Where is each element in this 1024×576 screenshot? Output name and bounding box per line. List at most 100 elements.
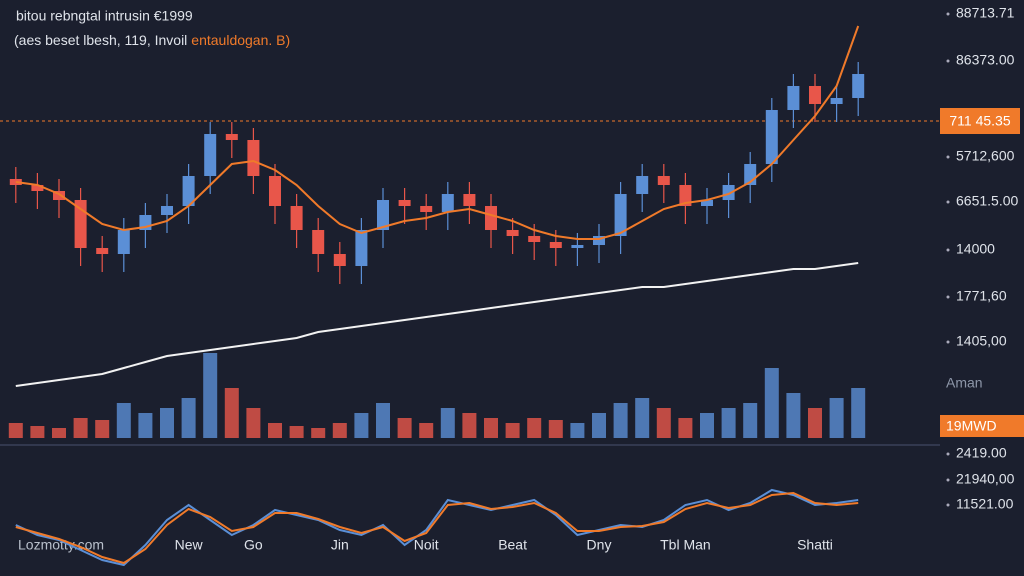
candle-body — [571, 245, 584, 248]
candle-body — [809, 86, 821, 104]
candle-body — [269, 176, 281, 206]
price-dot — [946, 295, 950, 299]
price-dot — [946, 12, 950, 16]
x-tick-label: Jin — [331, 537, 349, 553]
candle-body — [333, 254, 346, 266]
price-label: 86373.00 — [956, 52, 1015, 68]
candle-body — [485, 206, 497, 230]
chart-subtitle: (aes beset lbesh, 119, Invoil entauldogan… — [14, 32, 290, 48]
oscillator-line — [15, 491, 859, 565]
price-label: 88713.71 — [956, 5, 1015, 21]
candle-body — [614, 194, 627, 236]
candle-body — [312, 230, 325, 254]
candle-body — [701, 200, 713, 206]
volume-bar — [764, 368, 779, 438]
volume-bar — [138, 413, 153, 438]
candle-body — [852, 74, 865, 98]
price-label: 2419.00 — [956, 445, 1007, 461]
price-label: 6651.5.00 — [956, 193, 1018, 209]
price-tag: 711 45.35 — [949, 113, 1010, 129]
candle-body — [398, 200, 411, 206]
candle-body — [506, 230, 519, 236]
volume-bar — [397, 418, 412, 438]
volume-bar — [656, 408, 671, 438]
x-tick-label: New — [175, 537, 204, 553]
price-tag-box — [940, 108, 1020, 134]
price-dot — [946, 452, 950, 456]
candle-body — [722, 185, 735, 200]
x-tick-label: Noit — [414, 537, 439, 553]
volume-bar — [160, 408, 174, 438]
volume-bar — [52, 428, 66, 438]
volume-bar — [613, 403, 628, 438]
volume-bar — [592, 413, 606, 438]
volume-tag-box — [940, 415, 1024, 437]
price-dot — [946, 478, 950, 482]
price-label: 14000 — [956, 241, 995, 257]
volume-bar — [8, 423, 23, 438]
volume-bar — [548, 420, 563, 438]
volume-bar — [678, 418, 693, 438]
candle-body — [290, 206, 303, 230]
volume-bar — [376, 403, 390, 438]
panel-label: Aman — [946, 375, 983, 391]
candle-body — [53, 191, 65, 200]
candle-body — [117, 230, 130, 254]
volume-bar — [851, 388, 866, 438]
price-dot — [946, 248, 950, 252]
volume-bar — [635, 398, 650, 438]
candle-body — [31, 185, 44, 191]
candle-body — [593, 236, 605, 245]
candle-body — [679, 185, 692, 206]
x-tick-label: Dny — [587, 537, 612, 553]
volume-bar — [73, 418, 88, 438]
volume-bar — [570, 423, 585, 438]
candle-body — [182, 176, 195, 206]
candle-body — [161, 206, 173, 215]
candle-body — [787, 86, 800, 110]
candle-body — [377, 200, 389, 230]
volume-bar — [332, 423, 347, 438]
candle-body — [528, 236, 541, 242]
candle-body — [636, 176, 649, 194]
candle-body — [657, 176, 670, 185]
volume-bar — [30, 426, 45, 438]
line-series — [15, 25, 860, 240]
candle-body — [549, 242, 562, 248]
volume-bar — [462, 413, 477, 438]
price-dot — [946, 200, 950, 204]
price-dot — [946, 340, 950, 344]
x-tick-label: Tbl Man — [660, 537, 711, 553]
volume-tag: 19MWD — [946, 418, 997, 434]
price-label: 21940,00 — [956, 471, 1015, 487]
volume-bar — [311, 428, 326, 438]
price-dot — [946, 503, 950, 507]
x-tick-label: Shatti — [797, 537, 833, 553]
subtitle-highlight: entauldogan. B) — [191, 32, 290, 48]
candle-body — [204, 134, 217, 176]
candle-body — [463, 194, 476, 206]
x-tick-label: Go — [244, 537, 263, 553]
volume-bar — [181, 398, 196, 438]
price-label: 1771,60 — [956, 288, 1007, 304]
volume-bar — [289, 426, 304, 438]
volume-bar — [743, 403, 758, 438]
volume-bar — [224, 388, 239, 438]
volume-bar — [829, 398, 844, 438]
subtitle-text: (aes beset lbesh, 119, Invoil — [14, 32, 187, 48]
candle-body — [420, 206, 433, 212]
x-tick-label: Beat — [498, 537, 527, 553]
candle-body — [355, 230, 368, 266]
volume-bar — [484, 418, 498, 438]
candle-body — [765, 110, 778, 164]
price-label: 1405,00 — [956, 333, 1007, 349]
volume-bar — [808, 408, 822, 438]
price-dot — [946, 155, 950, 159]
price-dot — [946, 59, 950, 63]
volume-bar — [116, 403, 131, 438]
candle-body — [441, 194, 454, 212]
volume-bar — [419, 423, 434, 438]
candle-body — [9, 179, 22, 185]
